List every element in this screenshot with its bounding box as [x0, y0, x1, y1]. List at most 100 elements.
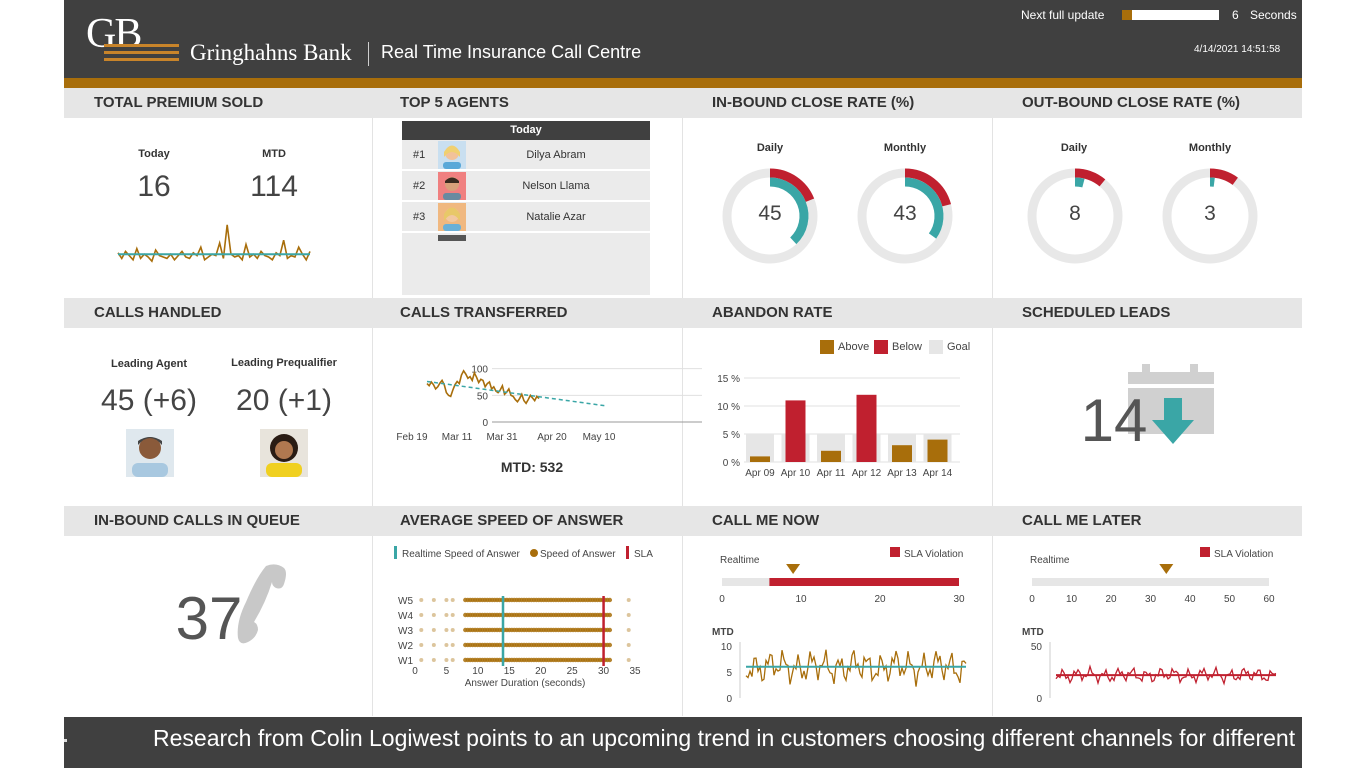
y-tick-label: 50 — [1031, 642, 1043, 653]
next-update-label: Next full update — [1021, 8, 1105, 22]
premium-series-line — [117, 224, 311, 263]
app-title: Real Time Insurance Call Centre — [381, 42, 642, 62]
agent-avatar — [438, 203, 466, 231]
news-ticker: Research from Colin Logiwest points to a… — [64, 717, 1302, 768]
agent-avatar — [438, 172, 466, 200]
y-tick-label: 10 % — [717, 402, 740, 413]
monthly-label: Monthly — [883, 142, 927, 154]
datetime: 4/14/2021 14:51:58 — [1194, 44, 1281, 55]
scale-tick-label: 0 — [1029, 594, 1035, 605]
mtd-series-line — [745, 649, 967, 687]
panel-scheduled-leads: SCHEDULED LEADS 14 — [992, 298, 1302, 506]
answer-dot — [607, 642, 613, 648]
agents-table: Today #1 Dilya Abram #2 Nelson Llama #3 — [402, 121, 650, 295]
x-tick-label: 35 — [629, 666, 641, 677]
panel-abandon-rate: ABANDON RATE Above Below Goal 15 % 10 % 5 % 0 … — [682, 298, 992, 506]
violation-bar — [769, 578, 959, 586]
row-label: W5 — [398, 596, 413, 607]
outbound-monthly-value: 3 — [1204, 202, 1216, 225]
panel-title: CALLS HANDLED — [64, 298, 372, 328]
answer-dot-sparse — [444, 658, 449, 662]
answer-dot-sparse — [626, 628, 631, 632]
answer-dot-sparse — [419, 628, 424, 632]
panel-total-premium: TOTAL PREMIUM SOLD Today MTD 16 114 — [64, 88, 372, 300]
answer-dot-sparse — [444, 613, 449, 617]
answer-dot-sparse — [431, 628, 436, 632]
answer-dot-sparse — [450, 643, 455, 647]
trend-line — [426, 380, 608, 407]
legend-swatch — [820, 340, 834, 354]
row-label: W1 — [398, 656, 413, 667]
realtime-marker — [1159, 564, 1174, 574]
legend-label: Realtime Speed of Answer — [402, 549, 521, 560]
answer-dot-sparse — [431, 643, 436, 647]
legend-label: Speed of Answer — [540, 549, 616, 560]
panel-title: TOTAL PREMIUM SOLD — [64, 88, 372, 118]
x-tick-label: 0 — [412, 666, 418, 677]
realtime-label: Realtime — [1030, 555, 1070, 566]
agent-rank: #2 — [413, 180, 426, 192]
answer-dot-sparse — [626, 598, 631, 602]
abandon-bar — [821, 450, 841, 462]
row-label: W4 — [398, 611, 413, 622]
scale-tick-label: 20 — [874, 594, 886, 605]
legend-label: Above — [838, 341, 869, 353]
answer-dot-sparse — [444, 598, 449, 602]
answer-dot — [607, 612, 613, 618]
leading-agent-avatar — [126, 429, 174, 477]
y-tick-label: 50 — [477, 391, 489, 402]
panel-title: OUT-BOUND CLOSE RATE (%) — [992, 88, 1302, 118]
x-tick-label: Mar 11 — [442, 432, 473, 443]
legend-label: SLA Violation — [904, 549, 963, 560]
daily-label: Daily — [1060, 142, 1088, 154]
agent-row[interactable]: #2 Nelson Llama — [402, 171, 650, 202]
answer-dot-sparse — [450, 658, 455, 662]
agent-avatar — [438, 141, 466, 169]
x-tick-label: Mar 31 — [486, 432, 518, 443]
calls-transferred-chart: 100 50 0 Feb 19 Mar 11 Mar 31 Apr 20 May 10 — [396, 365, 702, 443]
gauge-arc-teal — [904, 177, 944, 239]
gauge-arc-red — [1209, 168, 1238, 185]
panel-outbound-close: OUT-BOUND CLOSE RATE (%) Daily Monthly 8… — [992, 88, 1302, 300]
realtime-label: Realtime — [720, 555, 760, 566]
y-tick-label: 0 — [726, 694, 732, 705]
panel-title: CALL ME NOW — [682, 506, 992, 536]
legend-swatch — [1200, 547, 1210, 557]
panel-speed-of-answer: AVERAGE SPEED OF ANSWER Realtime Speed o… — [372, 506, 682, 716]
answer-dot-sparse — [450, 613, 455, 617]
answer-dot-sparse — [450, 598, 455, 602]
gauge-arc-red — [1074, 168, 1106, 187]
y-tick-label: 0 — [482, 418, 488, 429]
answer-dot-sparse — [419, 598, 424, 602]
legend-label: SLA Violation — [1214, 549, 1273, 560]
gauge-arc-teal — [1074, 177, 1085, 188]
outbound-monthly-gauge — [1162, 168, 1258, 264]
panel-title: CALLS TRANSFERRED — [372, 298, 682, 328]
scale-tick-label: 30 — [1145, 594, 1157, 605]
agent-row[interactable]: #1 Dilya Abram — [402, 140, 650, 171]
x-tick-label: 5 — [444, 666, 450, 677]
calendar-download-icon — [1128, 364, 1214, 444]
scale-tick-label: 10 — [795, 594, 807, 605]
gauge-arc-red — [769, 168, 815, 203]
x-tick-label: Apr 11 — [817, 468, 846, 479]
panel-calls-handled: CALLS HANDLED Leading Agent Leading Preq… — [64, 298, 372, 506]
abandon-rate-chart: Above Below Goal 15 % 10 % 5 % 0 % Apr 09 Apr 10… — [717, 340, 970, 479]
agent-name: Natalie Azar — [526, 211, 586, 223]
answer-dot-sparse — [626, 643, 631, 647]
legend-label: Below — [892, 341, 922, 353]
answer-dot-sparse — [419, 613, 424, 617]
legend-swatch — [929, 340, 943, 354]
agent-row[interactable]: #3 Natalie Azar — [402, 202, 650, 233]
answer-dot-sparse — [626, 613, 631, 617]
row-label: W3 — [398, 626, 413, 637]
leading-prequalifier-avatar — [260, 429, 308, 477]
x-tick-label: Apr 12 — [852, 468, 882, 479]
bank-name: Gringhahns Bank — [190, 40, 352, 65]
x-tick-label: Apr 14 — [923, 468, 953, 479]
update-unit: Seconds — [1250, 8, 1297, 22]
answer-dot — [607, 597, 613, 603]
x-tick-label: May 10 — [583, 432, 616, 443]
x-tick-label: Apr 20 — [537, 432, 567, 443]
agent-rank: #1 — [413, 149, 426, 161]
